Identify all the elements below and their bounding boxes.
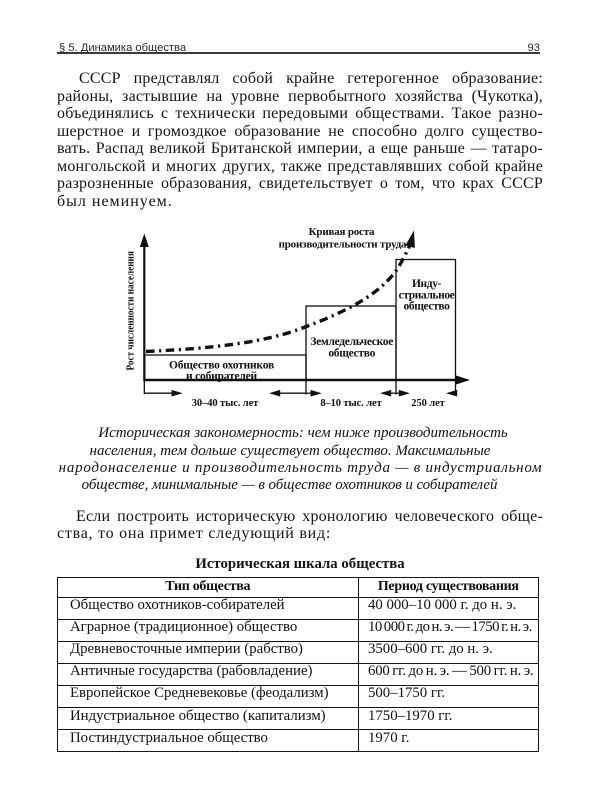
svg-text:30–40 тыс. лет: 30–40 тыс. лет bbox=[192, 398, 259, 409]
svg-text:Рост численности населения: Рост численности населения bbox=[125, 251, 136, 370]
svg-text:стриальное: стриальное bbox=[399, 289, 455, 301]
svg-text:общество: общество bbox=[328, 348, 375, 360]
svg-text:Общество охотников: Общество охотников bbox=[169, 360, 274, 372]
svg-text:Земледельческое: Земледельческое bbox=[310, 336, 393, 348]
svg-text:и собирателей: и собирателей bbox=[186, 370, 257, 382]
svg-text:Инду-: Инду- bbox=[412, 278, 442, 290]
svg-text:250 лет: 250 лет bbox=[411, 398, 445, 409]
svg-text:общество: общество bbox=[404, 301, 451, 313]
svg-text:8–10 тыс. лет: 8–10 тыс. лет bbox=[320, 398, 382, 409]
svg-text:Кривая роста: Кривая роста bbox=[309, 226, 375, 238]
svg-text:производительности труда: производительности труда bbox=[279, 239, 407, 251]
